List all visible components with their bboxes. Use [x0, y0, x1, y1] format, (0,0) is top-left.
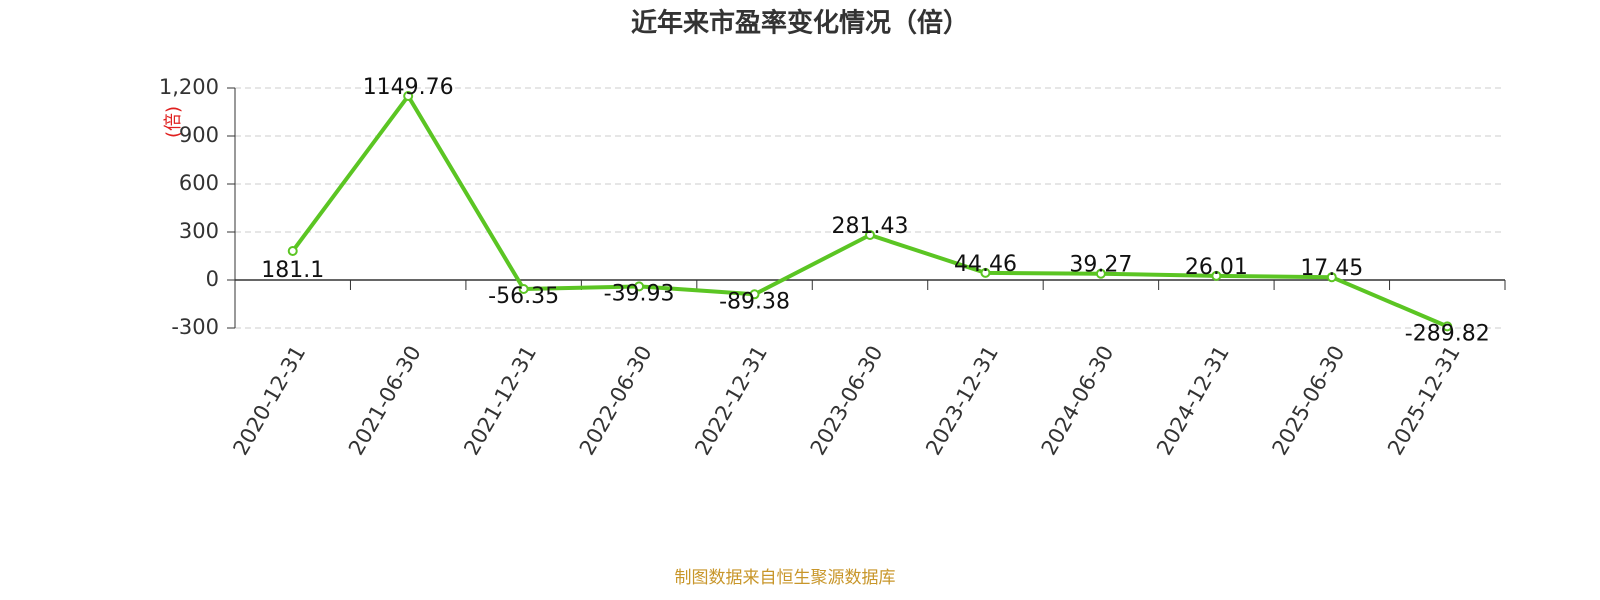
- data-point: [865, 229, 875, 240]
- value-label: 44.46: [954, 252, 1017, 277]
- x-tick-label: 2023-12-31: [921, 342, 1003, 460]
- value-label: -89.38: [719, 289, 790, 314]
- x-tick-label: 2022-12-31: [690, 342, 772, 460]
- value-label: 39.27: [1069, 253, 1132, 278]
- value-label: 181.1: [261, 258, 324, 283]
- value-label: 17.45: [1300, 256, 1363, 281]
- y-tick-label: -300: [171, 315, 219, 339]
- value-label: 281.43: [832, 214, 909, 239]
- y-tick-label: 1,200: [159, 75, 219, 99]
- value-label: -289.82: [1405, 321, 1490, 346]
- data-point: [634, 281, 645, 292]
- data-point: [1095, 268, 1106, 279]
- source-note: 制图数据来自恒生聚源数据库: [675, 568, 896, 588]
- data-point: [518, 284, 529, 295]
- x-tick-label: 2021-12-31: [459, 342, 541, 460]
- chart-title: 近年来市盈率变化情况（倍）: [631, 8, 969, 39]
- x-tick-label: 2024-12-31: [1152, 342, 1234, 460]
- x-tick-label: 2024-06-30: [1037, 342, 1119, 460]
- data-point: [403, 91, 414, 102]
- y-tick-label: 0: [206, 267, 219, 291]
- x-tick-label: 2025-12-31: [1383, 342, 1465, 460]
- series-line: [291, 94, 1449, 329]
- data-point: [749, 289, 760, 300]
- y-axis-label: (倍): [163, 106, 184, 138]
- x-tick-label: 2021-06-30: [344, 342, 426, 460]
- x-tick-label: 2020-12-31: [228, 342, 310, 460]
- x-tick-label: 2025-06-30: [1268, 342, 1350, 460]
- y-tick-label: 600: [179, 171, 219, 195]
- data-point: [1326, 272, 1337, 283]
- data-point: [1442, 321, 1453, 332]
- y-tick-label: 900: [179, 123, 219, 147]
- data-point: [1211, 270, 1222, 281]
- value-label: -39.93: [604, 281, 675, 306]
- value-label: 1149.76: [363, 75, 454, 100]
- data-point: [980, 267, 991, 278]
- y-tick-label: 300: [179, 219, 219, 243]
- value-label: -56.35: [488, 284, 559, 309]
- data-point: [287, 246, 298, 257]
- x-tick-label: 2022-06-30: [575, 342, 657, 460]
- value-label: 26.01: [1185, 255, 1248, 280]
- x-tick-label: 2023-06-30: [806, 342, 888, 460]
